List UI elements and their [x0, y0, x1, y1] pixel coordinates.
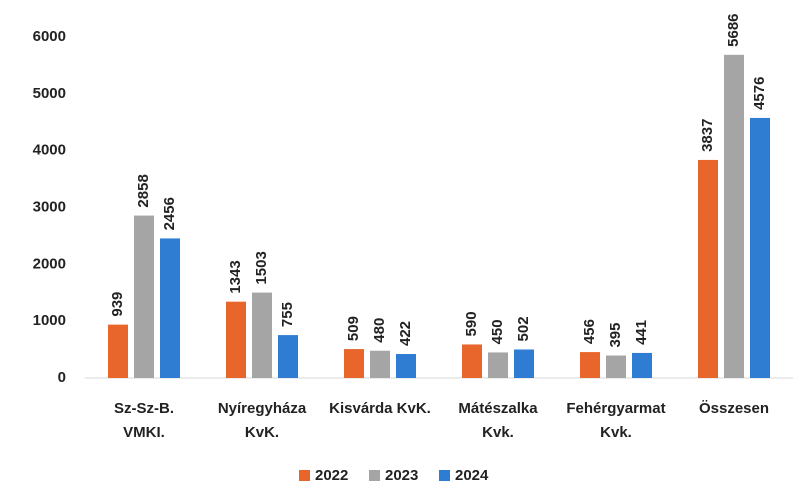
- legend-swatch: [299, 470, 310, 481]
- value-label: 939: [109, 292, 126, 317]
- x-tick-label: Fehérgyarmat: [566, 400, 665, 417]
- bar: [278, 335, 298, 378]
- legend-swatch: [439, 470, 450, 481]
- legend-label: 2023: [385, 467, 418, 484]
- value-label: 1343: [227, 260, 244, 293]
- value-label: 2858: [135, 174, 152, 207]
- value-label: 509: [345, 316, 362, 341]
- y-tick-label: 5000: [33, 85, 66, 102]
- value-label: 1503: [253, 251, 270, 284]
- x-tick-label: VMKI.: [123, 424, 165, 441]
- bar: [606, 355, 626, 378]
- bar: [252, 292, 272, 378]
- x-tick-label: Kvk.: [482, 424, 514, 441]
- value-label: 755: [279, 302, 296, 327]
- value-label: 2456: [161, 197, 178, 230]
- bar: [344, 349, 364, 378]
- value-label: 3837: [699, 119, 716, 152]
- y-tick-label: 6000: [33, 28, 66, 45]
- y-tick-label: 4000: [33, 142, 66, 159]
- bar: [724, 54, 744, 378]
- bar: [396, 354, 416, 378]
- value-label: 450: [489, 319, 506, 344]
- legend-label: 2024: [455, 467, 489, 484]
- value-label: 502: [515, 316, 532, 341]
- bar: [462, 344, 482, 378]
- bar: [514, 349, 534, 378]
- value-label: 395: [607, 323, 624, 348]
- y-tick-label: 2000: [33, 255, 66, 272]
- bar: [108, 324, 128, 378]
- bar: [226, 301, 246, 378]
- x-tick-label: Kvk.: [600, 424, 632, 441]
- legend-label: 2022: [315, 467, 348, 484]
- value-label: 456: [581, 319, 598, 344]
- x-tick-label: KvK.: [245, 424, 279, 441]
- bar: [134, 215, 154, 378]
- y-tick-label: 3000: [33, 198, 66, 215]
- y-tick-label: 1000: [33, 312, 66, 329]
- value-label: 5686: [725, 13, 742, 46]
- x-tick-label: Sz-Sz-B.: [114, 400, 174, 417]
- bar: [160, 238, 180, 378]
- bar: [488, 352, 508, 378]
- value-label: 422: [397, 321, 414, 346]
- bar: [370, 350, 390, 378]
- bar: [580, 352, 600, 378]
- bar: [698, 159, 718, 378]
- value-label: 4576: [751, 77, 768, 110]
- bar: [750, 117, 770, 378]
- y-tick-label: 0: [58, 369, 66, 386]
- x-tick-label: Összesen: [699, 400, 769, 417]
- x-tick-label: Nyíregyháza: [218, 400, 307, 417]
- value-label: 480: [371, 318, 388, 343]
- value-label: 590: [463, 311, 480, 336]
- x-tick-label: Mátészalka: [458, 400, 538, 417]
- value-label: 441: [633, 320, 650, 345]
- x-tick-label: Kisvárda KvK.: [329, 400, 431, 417]
- legend-swatch: [369, 470, 380, 481]
- bar: [632, 352, 652, 378]
